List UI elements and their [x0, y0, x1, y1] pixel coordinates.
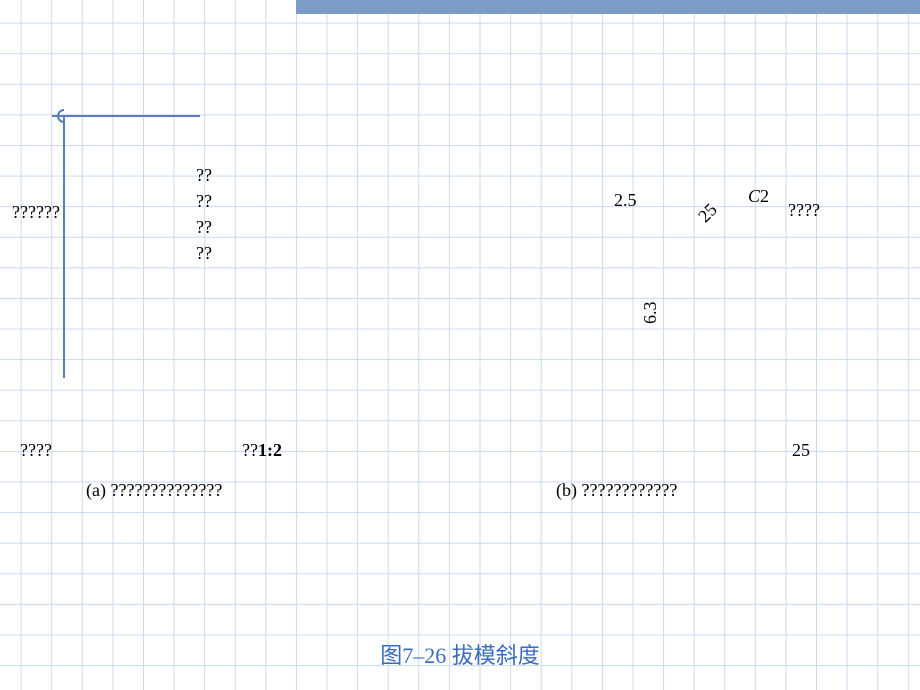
panelA-stack-line: ??	[196, 214, 212, 240]
grid-background	[0, 0, 920, 690]
panelB-25top: 2.5	[614, 190, 637, 211]
figure-caption: 图7–26 拔模斜度	[0, 638, 920, 670]
panelA-ratio: ??1:2	[242, 440, 282, 461]
panelB-sub: (b) ????????????	[556, 480, 677, 501]
panelB-sub-rest: ????????????	[577, 480, 677, 500]
panelA-bottom-left: ????	[20, 440, 52, 461]
panelA-stack-line: ??	[196, 188, 212, 214]
panelA-sub-rest: ??????????????	[106, 480, 222, 500]
panelA-sub-prefix: (a)	[86, 480, 106, 500]
panelA-stack-line: ??	[196, 162, 212, 188]
c2-rest: 2	[760, 186, 769, 206]
c2-italic: C	[748, 186, 760, 206]
top-strip	[296, 0, 920, 14]
panelB-25right: 25	[792, 440, 810, 461]
panelB-63: 6.3	[640, 302, 661, 325]
panelA-sub: (a) ??????????????	[86, 480, 222, 501]
panelA-left-label: ??????	[12, 202, 60, 223]
panelA-vert-stack: ????????	[196, 162, 212, 266]
panelB-rightq: ????	[788, 200, 820, 221]
panelB-c2: C2	[748, 186, 769, 207]
panelB-sub-prefix: (b)	[556, 480, 577, 500]
panelA-stack-line: ??	[196, 240, 212, 266]
ratio-text: ??1:2	[242, 440, 282, 460]
